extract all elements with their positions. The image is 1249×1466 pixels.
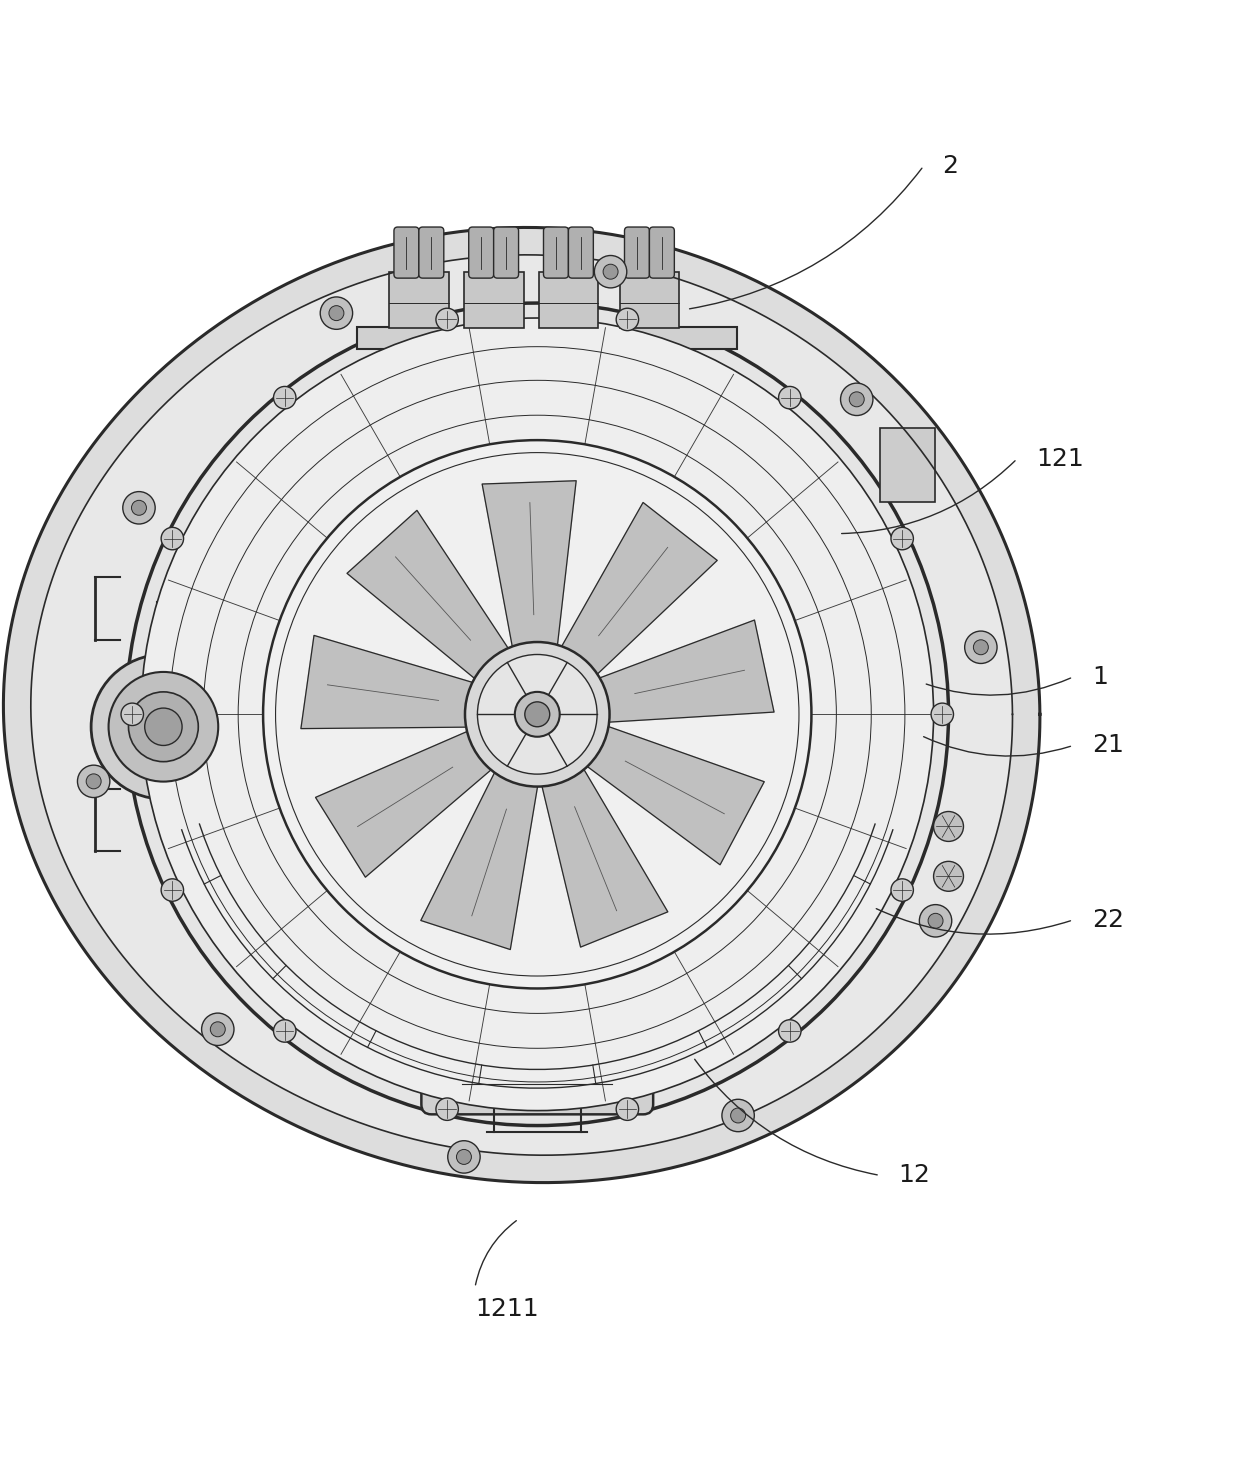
Circle shape bbox=[131, 500, 146, 515]
FancyBboxPatch shape bbox=[468, 227, 493, 279]
Circle shape bbox=[161, 878, 184, 902]
Bar bbox=[356, 327, 737, 349]
Circle shape bbox=[731, 1108, 746, 1123]
Circle shape bbox=[274, 387, 296, 409]
Circle shape bbox=[129, 692, 199, 762]
Circle shape bbox=[210, 1022, 225, 1036]
Circle shape bbox=[264, 440, 812, 988]
Circle shape bbox=[201, 1013, 234, 1045]
FancyBboxPatch shape bbox=[620, 271, 679, 328]
Circle shape bbox=[126, 303, 948, 1126]
Polygon shape bbox=[301, 635, 476, 729]
Circle shape bbox=[121, 704, 144, 726]
Polygon shape bbox=[31, 255, 1013, 1155]
FancyBboxPatch shape bbox=[388, 271, 448, 328]
Circle shape bbox=[274, 1020, 296, 1042]
FancyBboxPatch shape bbox=[493, 227, 518, 279]
Circle shape bbox=[891, 528, 913, 550]
Circle shape bbox=[161, 528, 184, 550]
Circle shape bbox=[86, 774, 101, 789]
Circle shape bbox=[891, 878, 913, 902]
Polygon shape bbox=[596, 620, 774, 723]
Circle shape bbox=[616, 1098, 638, 1120]
Circle shape bbox=[122, 491, 155, 523]
Circle shape bbox=[928, 913, 943, 928]
FancyBboxPatch shape bbox=[463, 271, 523, 328]
FancyBboxPatch shape bbox=[421, 1054, 653, 1114]
Circle shape bbox=[933, 812, 963, 841]
Circle shape bbox=[477, 654, 597, 774]
Circle shape bbox=[525, 702, 550, 727]
Circle shape bbox=[722, 1100, 754, 1132]
Polygon shape bbox=[4, 227, 1040, 1183]
FancyBboxPatch shape bbox=[568, 227, 593, 279]
Circle shape bbox=[328, 305, 343, 321]
Circle shape bbox=[841, 383, 873, 415]
Circle shape bbox=[109, 671, 219, 781]
Circle shape bbox=[91, 654, 236, 799]
Circle shape bbox=[77, 765, 110, 798]
Text: 1211: 1211 bbox=[475, 1297, 538, 1321]
FancyBboxPatch shape bbox=[649, 227, 674, 279]
Circle shape bbox=[595, 255, 627, 287]
Circle shape bbox=[603, 264, 618, 279]
FancyBboxPatch shape bbox=[881, 428, 934, 503]
Text: 2: 2 bbox=[942, 154, 958, 177]
Circle shape bbox=[849, 391, 864, 406]
Circle shape bbox=[931, 704, 953, 726]
Text: 12: 12 bbox=[899, 1164, 931, 1187]
Text: 22: 22 bbox=[1092, 907, 1124, 932]
FancyBboxPatch shape bbox=[418, 227, 443, 279]
FancyBboxPatch shape bbox=[393, 227, 418, 279]
Circle shape bbox=[919, 905, 952, 937]
Circle shape bbox=[465, 642, 610, 787]
Polygon shape bbox=[560, 503, 717, 677]
Polygon shape bbox=[316, 730, 493, 877]
Polygon shape bbox=[585, 726, 764, 865]
Circle shape bbox=[778, 1020, 801, 1042]
Text: 21: 21 bbox=[1092, 733, 1124, 758]
Text: 121: 121 bbox=[1035, 447, 1083, 471]
FancyBboxPatch shape bbox=[624, 227, 649, 279]
Circle shape bbox=[436, 1098, 458, 1120]
FancyBboxPatch shape bbox=[543, 227, 568, 279]
Circle shape bbox=[778, 387, 801, 409]
Polygon shape bbox=[421, 770, 538, 950]
Circle shape bbox=[964, 630, 997, 664]
Circle shape bbox=[973, 639, 988, 655]
Circle shape bbox=[145, 708, 182, 746]
Polygon shape bbox=[347, 510, 510, 680]
Text: 1: 1 bbox=[1092, 666, 1108, 689]
Circle shape bbox=[456, 1149, 471, 1164]
Circle shape bbox=[515, 692, 560, 737]
FancyBboxPatch shape bbox=[538, 271, 598, 328]
Circle shape bbox=[141, 318, 933, 1111]
Polygon shape bbox=[482, 481, 576, 651]
Circle shape bbox=[320, 298, 352, 330]
Circle shape bbox=[616, 308, 638, 331]
Circle shape bbox=[436, 308, 458, 331]
Circle shape bbox=[933, 862, 963, 891]
Polygon shape bbox=[541, 767, 668, 947]
Circle shape bbox=[447, 1141, 480, 1173]
